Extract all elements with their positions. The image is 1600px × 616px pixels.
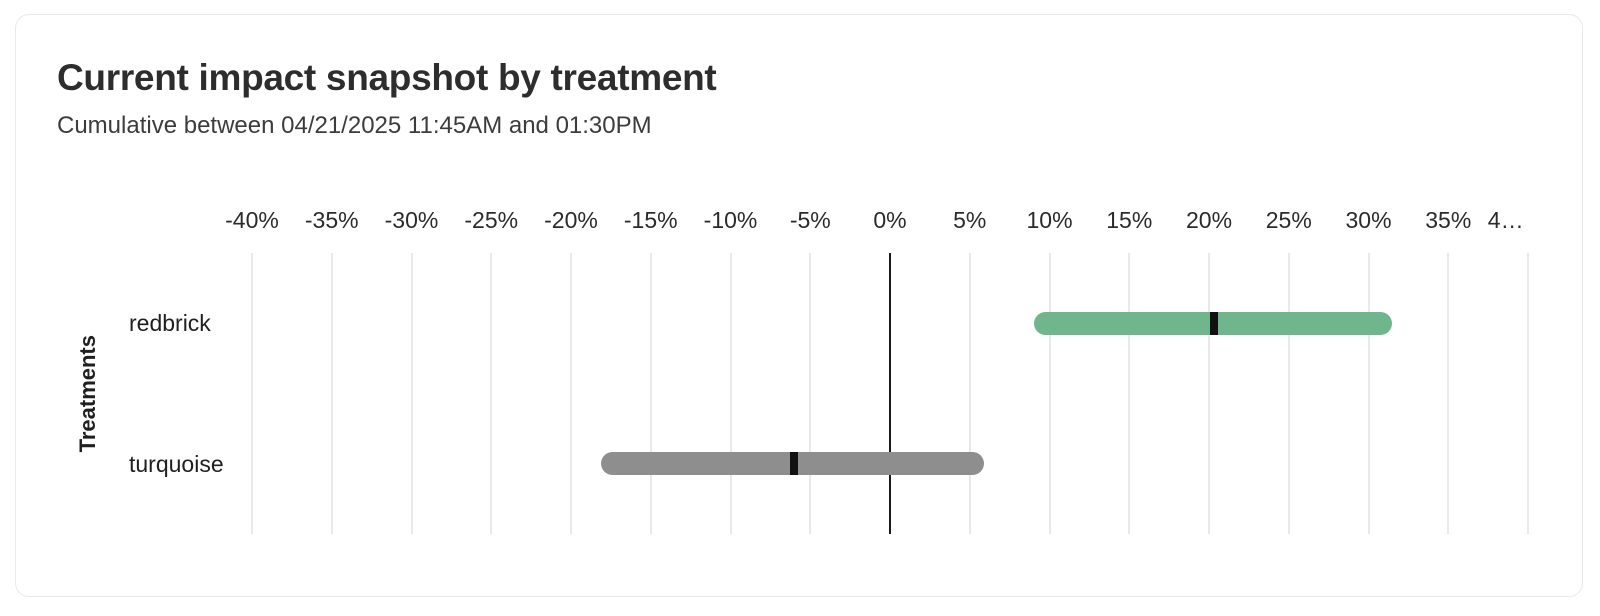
x-tick-label: -30% [384,207,439,233]
estimate-marker-turquoise [790,452,799,476]
x-tick-label: -20% [544,207,598,233]
gridline-40 [1527,253,1530,534]
y-axis-title: Treatments [75,334,100,453]
x-tick-label: 10% [1026,207,1073,233]
estimate-marker-redbrick [1209,311,1218,335]
x-tick-label: 30% [1345,207,1392,233]
chart-title: Current impact snapshot by treatment [57,57,717,98]
x-tick-label: -15% [623,207,678,233]
gridline--40 [251,253,253,534]
x-tick-label: 0% [873,207,907,233]
plot-area [251,253,1544,534]
x-tick-label: 35% [1425,207,1472,233]
category-label-redbrick: redbrick [129,310,211,337]
gridline-35 [1447,253,1450,534]
gridline-15 [1128,253,1131,534]
gridline-20 [1208,253,1211,534]
gridline--5 [809,253,812,534]
gridline-25 [1287,253,1290,534]
gridline--15 [649,253,652,534]
x-tick-label: -40% [225,207,279,233]
chart-card: Current impact snapshot by treatment Cum… [15,14,1583,597]
gridline-5 [968,253,971,534]
gridline-30 [1367,253,1370,534]
x-tick-label: -35% [304,207,359,233]
chart-subtitle: Cumulative between 04/21/2025 11:45AM an… [57,112,652,139]
x-tick-label: 4… [1487,207,1524,233]
x-tick-label: -25% [464,207,519,233]
x-tick-label: 25% [1265,207,1312,233]
impact-chart: Current impact snapshot by treatment Cum… [16,15,1582,596]
x-tick-label: -10% [703,207,758,233]
gridline--10 [729,253,732,534]
x-tick-label: 15% [1106,207,1153,233]
x-tick-label: 5% [953,207,987,233]
gridline--25 [490,253,493,534]
zero-axis-line [889,253,892,534]
gridline-10 [1048,253,1051,534]
x-tick-label: -5% [789,207,831,233]
gridline--20 [570,253,572,534]
category-label-turquoise: turquoise [129,450,224,477]
gridline--35 [330,253,333,534]
gridline--30 [410,253,413,534]
x-tick-label: 20% [1186,207,1233,233]
y-axis-title-wrap: Treatments [72,253,104,534]
